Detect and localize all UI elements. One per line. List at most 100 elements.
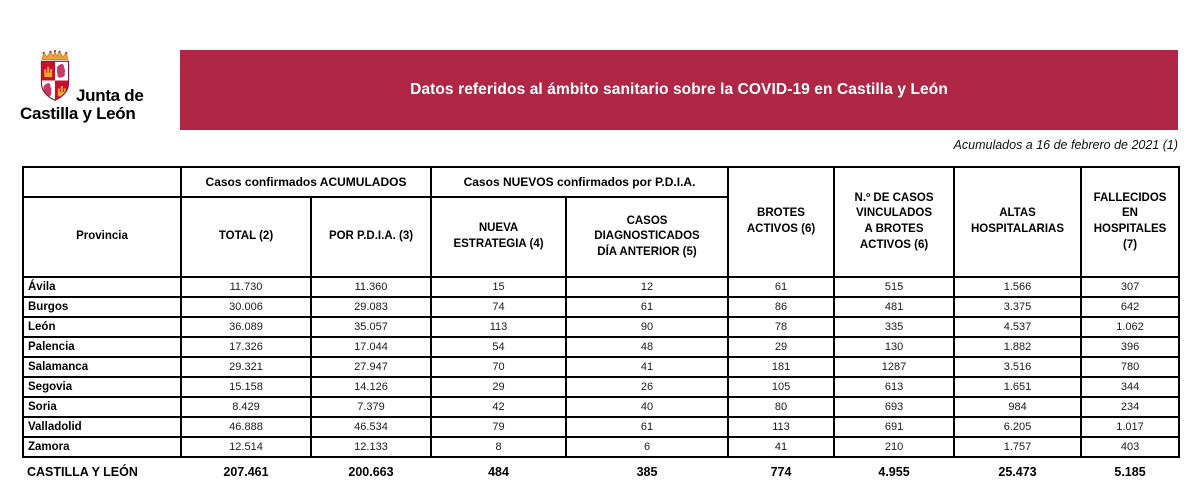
table-row: Zamora 12.514 12.133 8 6 41 210 1.757 403: [22, 436, 1181, 458]
value-cell: 4.537: [953, 316, 1083, 338]
value-cell: 54: [430, 336, 568, 358]
accumulated-date-note: Acumulados a 16 de febrero de 2021 (1): [953, 138, 1178, 152]
value-cell: 74: [430, 296, 568, 318]
value-cell: 1287: [833, 356, 956, 378]
corner-cell: [22, 166, 182, 198]
value-cell: 691: [833, 416, 956, 438]
value-cell: 3.375: [953, 296, 1083, 318]
value-cell: 780: [1080, 356, 1181, 378]
value-cell: 78: [727, 316, 836, 338]
value-cell: 12.514: [180, 436, 312, 458]
group-header-row: Casos confirmados ACUMULADOS Casos NUEVO…: [22, 166, 1181, 278]
value-cell: 12: [565, 276, 730, 298]
group-header-acumulados: Casos confirmados ACUMULADOS: [179, 166, 433, 198]
title-banner: Datos referidos al ámbito sanitario sobr…: [180, 50, 1178, 130]
value-cell: 113: [430, 316, 568, 338]
value-cell: 12.133: [309, 436, 433, 458]
value-cell: 42: [430, 396, 568, 418]
value-cell: 234: [1080, 396, 1181, 418]
coat-of-arms-icon: [40, 50, 70, 101]
table-row: Burgos 30.006 29.083 74 61 86 481 3.375 642: [22, 296, 1181, 318]
value-cell: 1.651: [953, 376, 1083, 398]
value-cell: 70: [430, 356, 568, 378]
value-cell: 17.326: [180, 336, 312, 358]
value-cell: 1.017: [1080, 416, 1181, 438]
col-header-diagnosticados: CASOS DIAGNOSTICADOS DÍA ANTERIOR (5): [565, 196, 730, 278]
value-cell: 1.062: [1080, 316, 1181, 338]
value-cell: 344: [1080, 376, 1181, 398]
totals-value: 4.955: [878, 465, 910, 479]
table-row: Ávila 11.730 11.360 15 12 61 515 1.566 307: [22, 276, 1181, 298]
value-cell: 11.360: [309, 276, 433, 298]
province-name: Valladolid: [22, 416, 182, 438]
value-cell: 61: [565, 416, 730, 438]
value-cell: 61: [727, 276, 836, 298]
value-cell: 14.126: [309, 376, 433, 398]
value-cell: 7.379: [309, 396, 433, 418]
col-header-brotes-activos: BROTES ACTIVOS (6): [727, 166, 836, 278]
value-cell: 307: [1080, 276, 1181, 298]
value-cell: 17.044: [309, 336, 433, 358]
value-cell: 29: [727, 336, 836, 358]
value-cell: 80: [727, 396, 836, 418]
value-cell: 1.566: [953, 276, 1083, 298]
value-cell: 30.006: [180, 296, 312, 318]
col-header-total: TOTAL (2): [180, 196, 312, 278]
table-row: Palencia 17.326 17.044 54 48 29 130 1.882 396: [22, 336, 1181, 358]
group-header-nuevos: Casos NUEVOS confirmados por P.D.I.A.: [430, 166, 730, 198]
value-cell: 515: [833, 276, 956, 298]
value-cell: 6.205: [953, 416, 1083, 438]
totals-row: CASTILLA Y LEÓN 207.461 200.663 484 385 774 4.…: [23, 457, 1179, 485]
totals-value: 25.473: [998, 465, 1037, 479]
value-cell: 8: [430, 436, 568, 458]
value-cell: 40: [565, 396, 730, 418]
value-cell: 41: [565, 356, 730, 378]
value-cell: 35.057: [309, 316, 433, 338]
province-name: Soria: [22, 396, 182, 418]
table-row: Segovia 15.158 14.126 29 26 105 613 1.651 344: [22, 376, 1181, 398]
province-name: Zamora: [22, 436, 182, 458]
value-cell: 29.083: [309, 296, 433, 318]
value-cell: 642: [1080, 296, 1181, 318]
col-header-fallecidos: FALLECIDOS EN HOSPITALES (7): [1080, 166, 1181, 278]
value-cell: 335: [833, 316, 956, 338]
province-name: Salamanca: [22, 356, 182, 378]
value-cell: 29.321: [180, 356, 312, 378]
totals-value: 200.663: [348, 465, 394, 479]
col-header-altas-hospitalarias: ALTAS HOSPITALARIAS: [953, 166, 1083, 278]
value-cell: 105: [727, 376, 836, 398]
value-cell: 396: [1080, 336, 1181, 358]
table-row: Valladolid 46.888 46.534 79 61 113 691 6.205 1.0…: [22, 416, 1181, 438]
value-cell: 984: [953, 396, 1083, 418]
province-name: Ávila: [22, 276, 182, 298]
value-cell: 26: [565, 376, 730, 398]
value-cell: 11.730: [180, 276, 312, 298]
value-cell: 210: [833, 436, 956, 458]
column-header-row: Provincia TOTAL (2) POR P.D.I.A. (3) NUE…: [22, 196, 1179, 278]
col-header-nueva-estrategia: NUEVA ESTRATEGIA (4): [430, 196, 568, 278]
value-cell: 113: [727, 416, 836, 438]
covid-data-table: Casos confirmados ACUMULADOS Casos NUEVO…: [22, 166, 1181, 485]
value-cell: 3.516: [953, 356, 1083, 378]
totals-label: CASTILLA Y LEÓN: [27, 465, 138, 479]
value-cell: 79: [430, 416, 568, 438]
value-cell: 90: [565, 316, 730, 338]
page-title: Datos referidos al ámbito sanitario sobr…: [410, 81, 948, 98]
logo-text-line2: Castilla y León: [20, 104, 136, 123]
value-cell: 8.429: [180, 396, 312, 418]
value-cell: 1.757: [953, 436, 1083, 458]
value-cell: 15.158: [180, 376, 312, 398]
col-header-casos-vinculados: N.º DE CASOS VINCULADOS A BROTES ACTIVOS…: [833, 166, 956, 278]
totals-value: 774: [770, 465, 792, 479]
table-row: Salamanca 29.321 27.947 70 41 181 1287 3.516 780: [22, 356, 1181, 378]
value-cell: 29: [430, 376, 568, 398]
province-name: Segovia: [22, 376, 182, 398]
logo-text-line1: Junta de: [76, 86, 144, 105]
totals-value: 5.185: [1114, 465, 1146, 479]
col-header-por-pdia: POR P.D.I.A. (3): [309, 196, 433, 278]
value-cell: 86: [727, 296, 836, 318]
table-row: León 36.089 35.057 113 90 78 335 4.537 1.062: [22, 316, 1181, 338]
totals-value: 385: [636, 465, 658, 479]
value-cell: 46.888: [180, 416, 312, 438]
